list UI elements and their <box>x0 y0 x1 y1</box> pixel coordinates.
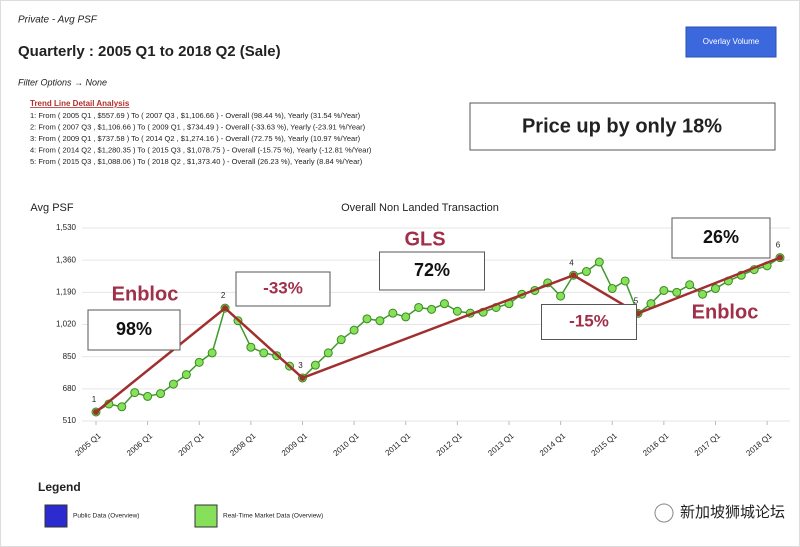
data-point <box>698 289 708 299</box>
y-tick-label: 680 <box>63 384 77 393</box>
trend-point-label: 3 <box>298 361 303 370</box>
trend-point <box>93 408 99 415</box>
trend-lines: 1: From ( 2005 Q1 , $557.69 ) To ( 2007 … <box>30 111 372 166</box>
annotation: 72% <box>414 260 450 280</box>
data-point <box>414 302 424 312</box>
trend-point-label: 6 <box>776 241 781 250</box>
trend-point-label: 1 <box>92 395 97 404</box>
annotation-box <box>671 217 771 259</box>
callout: Price up by only 18% <box>522 115 722 137</box>
data-point <box>310 360 320 370</box>
data-point <box>194 357 204 367</box>
trend-line-text: 5: From ( 2015 Q3 , $1,088.06 ) To ( 201… <box>30 157 363 166</box>
annotation-box <box>541 304 637 340</box>
annotation-box <box>379 251 485 291</box>
legend-swatch <box>194 504 218 528</box>
data-point <box>181 370 191 380</box>
trend-line-text: 4: From ( 2014 Q2 , $1,280.35 ) To ( 201… <box>30 145 372 154</box>
annotation: -15% <box>569 311 609 330</box>
annotation-box <box>87 309 181 351</box>
legend-swatch <box>44 504 68 528</box>
annotation-box <box>235 271 331 307</box>
annotation: -33% <box>263 278 303 297</box>
data-point <box>143 391 153 401</box>
filter: Filter Options → None <box>18 77 107 87</box>
data-point <box>427 304 437 314</box>
data-point <box>452 306 462 316</box>
trend-point-label: 2 <box>221 291 226 300</box>
data-point <box>168 379 178 389</box>
legend-title: Legend <box>38 480 81 494</box>
data-point <box>117 402 127 412</box>
watermark: 新加坡狮城论坛 <box>680 504 785 521</box>
trend-line-text: 2: From ( 2007 Q3 , $1,106.66 ) To ( 200… <box>30 122 366 131</box>
data-point <box>130 388 140 398</box>
data-point <box>685 280 695 290</box>
y-axis-label: Avg PSF <box>30 202 73 214</box>
trend-line-text: 1: From ( 2005 Q1 , $557.69 ) To ( 2007 … <box>30 111 361 120</box>
trend-point <box>570 272 577 279</box>
overlay-button[interactable]: Overlay Volume <box>685 26 777 58</box>
y-tick-label: 1,020 <box>56 320 77 329</box>
annotation: GLS <box>404 228 445 250</box>
watermark-icon <box>654 503 674 523</box>
data-point <box>388 308 398 318</box>
callout-box <box>469 102 776 151</box>
data-point <box>659 285 669 295</box>
data-point <box>607 284 617 294</box>
y-tick-label: 510 <box>63 416 77 425</box>
legend-label: Real-Time Market Data (Overview) <box>223 513 323 520</box>
trend-line-text: 3: From ( 2009 Q1 , $737.58 ) To ( 2014 … <box>30 134 361 143</box>
data-point <box>259 348 269 358</box>
data-point <box>672 287 682 297</box>
data-point <box>375 316 385 326</box>
legend-label: Public Data (Overview) <box>73 513 139 520</box>
data-point <box>156 389 166 399</box>
y-tick-label: 850 <box>63 352 77 361</box>
annotation: Enbloc <box>112 283 179 305</box>
annotation: Enbloc <box>692 301 759 323</box>
data-point <box>323 348 333 358</box>
data-point <box>581 267 591 277</box>
data-point <box>349 325 359 335</box>
data-point <box>556 291 566 301</box>
data-point <box>401 312 411 322</box>
y-tick-label: 1,360 <box>56 255 77 264</box>
trend-line <box>95 256 781 413</box>
annotation: 26% <box>703 227 739 247</box>
trend-point <box>299 374 306 381</box>
trend-point <box>222 305 229 312</box>
y-tick-label: 1,530 <box>56 223 77 232</box>
data-point <box>336 335 346 345</box>
trend-point <box>777 254 783 261</box>
page-title: Quarterly : 2005 Q1 to 2018 Q2 (Sale) <box>18 43 281 60</box>
data-point <box>207 348 217 358</box>
trend-point-label: 5 <box>634 296 639 305</box>
button-bg[interactable] <box>685 26 777 58</box>
button-label[interactable]: Overlay Volume <box>703 37 760 46</box>
data-point <box>246 342 256 352</box>
data-point <box>594 257 604 267</box>
chart-title: Overall Non Landed Transaction <box>341 202 499 214</box>
trend-title: Trend Line Detail Analysis <box>30 99 130 108</box>
annotation: 98% <box>116 319 152 339</box>
data-point <box>710 284 720 294</box>
y-tick-label: 1,190 <box>56 287 77 296</box>
data-point <box>620 276 630 286</box>
data-point <box>439 299 449 309</box>
subtitle: Private - Avg PSF <box>18 15 98 26</box>
trend-point-label: 4 <box>569 258 574 267</box>
data-point <box>362 314 372 324</box>
